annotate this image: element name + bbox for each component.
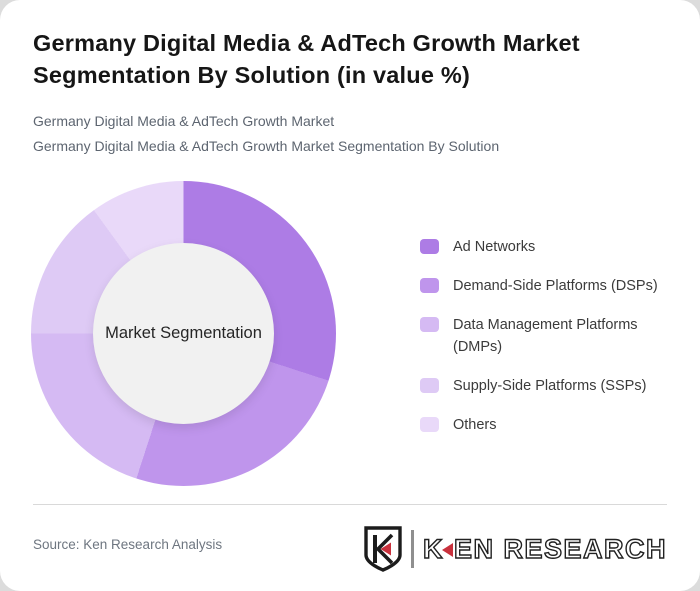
subtitle-line-1: Germany Digital Media & AdTech Growth Ma…: [33, 113, 335, 129]
legend-label: Others: [453, 417, 497, 433]
source-note: Source: Ken Research Analysis: [33, 537, 223, 552]
brand-name-rest: EN RESEARCH: [453, 533, 667, 564]
legend-item[interactable]: Data Management Platforms (DMPs): [420, 314, 671, 358]
ken-research-shield-icon: [364, 526, 402, 572]
legend-label: Supply-Side Platforms (SSPs): [453, 378, 647, 394]
legend-swatch: [420, 317, 439, 332]
ken-research-logo: K EN RESEARCH: [363, 524, 667, 574]
legend-item[interactable]: Demand-Side Platforms (DSPs): [420, 275, 671, 297]
shield-red-triangle: [380, 542, 391, 556]
brand-wordmark: K EN RESEARCH: [422, 533, 667, 565]
donut-center: Market Segmentation: [93, 243, 274, 424]
chart-subtitles: Germany Digital Media & AdTech Growth Ma…: [33, 109, 499, 159]
legend-swatch: [420, 239, 439, 254]
legend-swatch: [420, 417, 439, 432]
logo-separator: [410, 530, 414, 568]
legend-label: Data Management Platforms (DMPs): [453, 317, 638, 355]
page-title: Germany Digital Media & AdTech Growth Ma…: [33, 30, 580, 88]
legend-swatch: [420, 278, 439, 293]
subtitle-line-2: Germany Digital Media & AdTech Growth Ma…: [33, 138, 500, 154]
donut-center-label: Market Segmentation: [105, 324, 262, 342]
legend-swatch: [420, 378, 439, 393]
legend-item[interactable]: Others: [420, 414, 671, 436]
legend-item[interactable]: Supply-Side Platforms (SSPs): [420, 375, 671, 397]
legend-label: Demand-Side Platforms (DSPs): [453, 278, 658, 294]
legend-label: Ad Networks: [453, 239, 536, 255]
donut-chart[interactable]: Market Segmentation: [31, 181, 336, 486]
brand-red-triangle-icon: [441, 543, 453, 557]
chart-legend: Ad Networks Demand-Side Platforms (DSPs) D…: [420, 236, 671, 436]
brand-letter-k: K: [422, 533, 444, 564]
legend-item[interactable]: Ad Networks: [420, 236, 671, 258]
footer-divider: [33, 504, 667, 505]
